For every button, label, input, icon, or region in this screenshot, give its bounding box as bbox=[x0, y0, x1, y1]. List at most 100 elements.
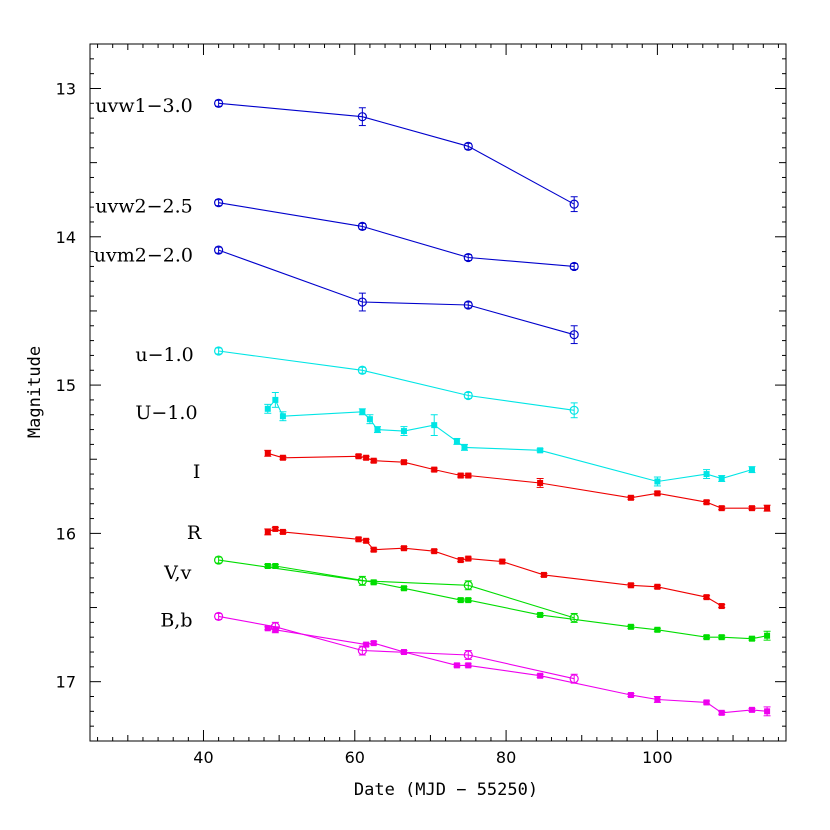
series-line bbox=[219, 250, 575, 335]
data-point bbox=[749, 636, 755, 642]
data-point bbox=[628, 624, 634, 630]
series-label: B,b bbox=[160, 609, 192, 631]
y-tick-label: 13 bbox=[56, 79, 76, 98]
series-label: U−1.0 bbox=[135, 402, 197, 424]
series-label: u−1.0 bbox=[135, 344, 193, 366]
series-line bbox=[268, 453, 767, 508]
data-point bbox=[280, 455, 286, 461]
data-point bbox=[628, 692, 634, 698]
data-point bbox=[356, 536, 362, 542]
series-label: V,v bbox=[163, 562, 191, 584]
data-point bbox=[401, 459, 407, 465]
y-tick-label: 15 bbox=[56, 376, 76, 395]
data-point bbox=[654, 696, 660, 702]
data-point bbox=[458, 557, 464, 563]
data-point bbox=[401, 585, 407, 591]
data-point bbox=[719, 634, 725, 640]
data-point bbox=[356, 453, 362, 459]
data-point bbox=[359, 409, 365, 415]
series-line bbox=[268, 400, 752, 482]
series-7: V,v bbox=[163, 562, 770, 642]
y-axis-title: Magnitude bbox=[25, 346, 45, 438]
data-point bbox=[764, 633, 770, 639]
data-point bbox=[280, 413, 286, 419]
data-point bbox=[465, 662, 471, 668]
data-point bbox=[704, 499, 710, 505]
series-3: u−1.0 bbox=[135, 344, 578, 418]
data-point bbox=[431, 467, 437, 473]
series-label: uvw2−2.5 bbox=[95, 196, 192, 218]
data-point bbox=[272, 526, 278, 532]
data-point bbox=[454, 438, 460, 444]
series-10 bbox=[215, 612, 579, 683]
series-line bbox=[219, 103, 575, 204]
data-point bbox=[764, 505, 770, 511]
series-line bbox=[219, 560, 575, 618]
data-point bbox=[654, 478, 660, 484]
x-tick-label: 100 bbox=[642, 748, 673, 767]
data-point bbox=[719, 476, 725, 482]
data-point bbox=[401, 545, 407, 551]
data-point bbox=[371, 458, 377, 464]
data-point bbox=[458, 597, 464, 603]
data-point bbox=[371, 640, 377, 646]
data-point bbox=[465, 473, 471, 479]
series-label: R bbox=[187, 522, 202, 544]
data-point bbox=[628, 495, 634, 501]
data-point bbox=[280, 529, 286, 535]
series-2: uvm2−2.0 bbox=[94, 245, 578, 344]
series-label: I bbox=[193, 461, 201, 483]
data-point bbox=[719, 603, 725, 609]
series-line bbox=[219, 203, 575, 267]
y-tick-label: 16 bbox=[56, 524, 76, 543]
data-point bbox=[749, 467, 755, 473]
series-line bbox=[268, 566, 767, 639]
data-point bbox=[628, 582, 634, 588]
data-point bbox=[764, 708, 770, 714]
data-point bbox=[454, 662, 460, 668]
data-point bbox=[272, 397, 278, 403]
data-point bbox=[265, 450, 271, 456]
data-point bbox=[458, 473, 464, 479]
data-point bbox=[465, 556, 471, 562]
data-point bbox=[749, 505, 755, 511]
data-point bbox=[465, 597, 471, 603]
data-point bbox=[749, 707, 755, 713]
data-point bbox=[371, 579, 377, 585]
data-marks: uvw1−3.0 uvw2−2.5 uvm2−2.0u−1.0 U−1.0 I R V,v B… bbox=[94, 95, 771, 716]
data-point bbox=[374, 427, 380, 433]
series-9: B,b bbox=[160, 609, 770, 715]
series-line bbox=[268, 628, 767, 713]
data-point bbox=[704, 634, 710, 640]
series-label: uvw1−3.0 bbox=[95, 95, 192, 117]
data-point bbox=[363, 538, 369, 544]
data-point bbox=[541, 572, 547, 578]
data-point bbox=[537, 480, 543, 486]
series-0: uvw1−3.0 bbox=[95, 95, 578, 212]
data-point bbox=[704, 699, 710, 705]
data-point bbox=[431, 548, 437, 554]
x-tick-label: 60 bbox=[345, 748, 365, 767]
data-point bbox=[431, 422, 437, 428]
data-point bbox=[719, 710, 725, 716]
y-tick-label: 14 bbox=[56, 228, 76, 247]
data-point bbox=[537, 612, 543, 618]
data-point bbox=[719, 505, 725, 511]
y-tick-label: 17 bbox=[56, 673, 76, 692]
data-point bbox=[499, 559, 505, 565]
data-point bbox=[654, 627, 660, 633]
data-point bbox=[363, 455, 369, 461]
data-point bbox=[654, 584, 660, 590]
data-point bbox=[265, 563, 271, 569]
data-point bbox=[401, 428, 407, 434]
data-point bbox=[461, 444, 467, 450]
series-line bbox=[219, 351, 575, 410]
x-tick-label: 40 bbox=[193, 748, 213, 767]
data-point bbox=[371, 547, 377, 553]
series-5: I bbox=[193, 450, 771, 511]
data-point bbox=[537, 673, 543, 679]
data-point bbox=[265, 406, 271, 412]
data-point bbox=[367, 416, 373, 422]
x-axis-title: Date (MJD − 55250) bbox=[354, 780, 538, 800]
